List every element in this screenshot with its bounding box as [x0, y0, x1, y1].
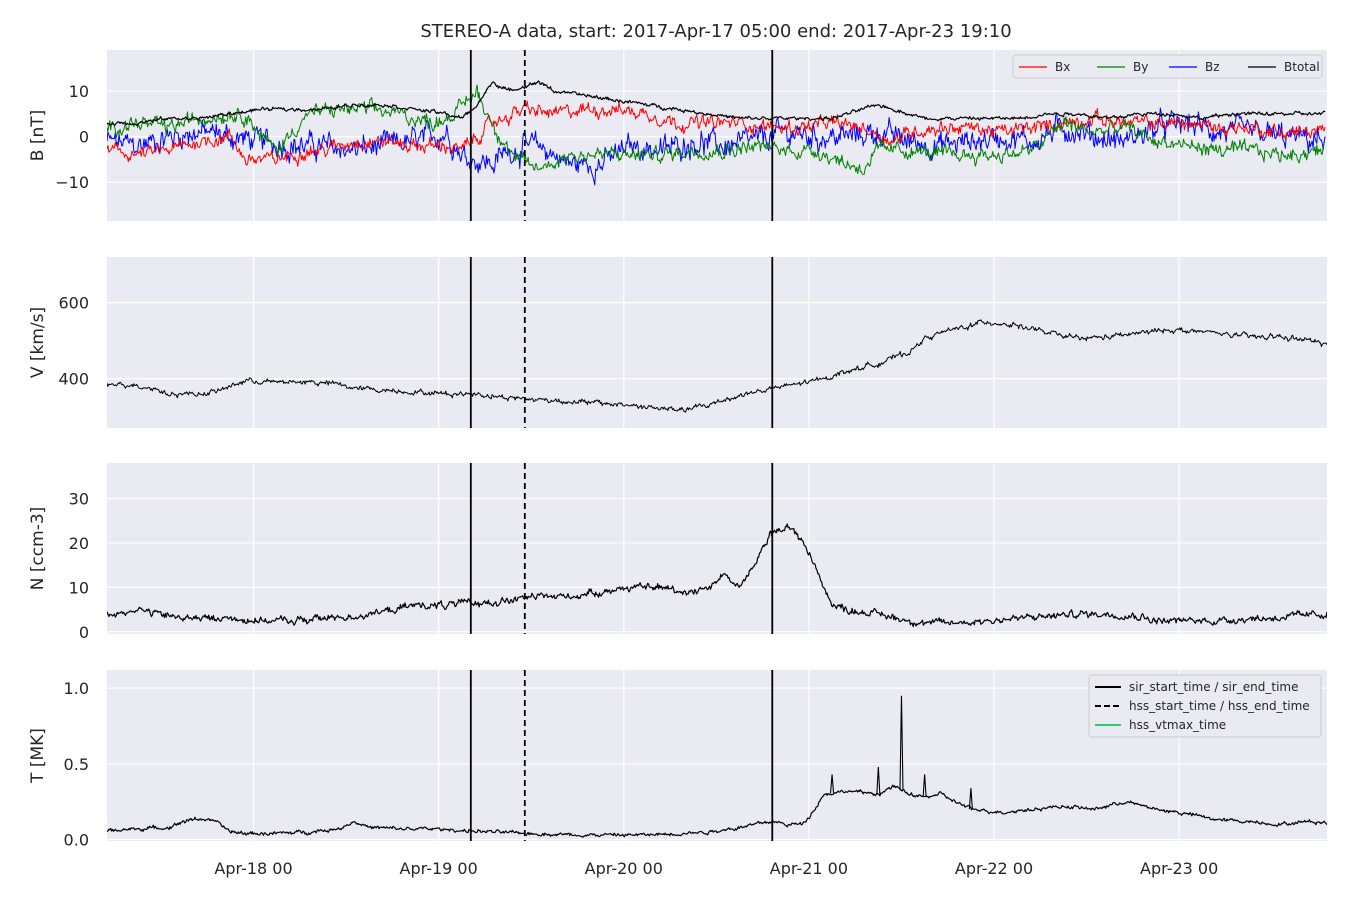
y-tick-label: 30 — [69, 490, 89, 509]
legend-label: Bx — [1055, 60, 1070, 74]
panel-v: 400 600 V [km/s] — [28, 257, 1327, 428]
legend-label: Bz — [1205, 60, 1220, 74]
spike-mark — [876, 766, 881, 795]
series-n — [107, 523, 1327, 628]
series-bz — [107, 107, 1326, 186]
panel-background — [107, 257, 1327, 428]
x-axis-ticks: Apr-18 00 Apr-19 00 Apr-20 00 Apr-21 00 Apr-… — [214, 859, 1218, 878]
y-axis-label: N [ccm-3] — [28, 507, 48, 591]
y-tick-label: 1.0 — [64, 679, 89, 698]
legend-label: By — [1133, 60, 1148, 74]
x-tick-label: Apr-22 00 — [955, 859, 1033, 878]
y-tick-label: 600 — [58, 294, 89, 313]
x-tick-label: Apr-19 00 — [400, 859, 478, 878]
legend-label: hss_start_time / hss_end_time — [1129, 699, 1310, 713]
spike-mark — [922, 774, 927, 798]
y-tick-label: 0.5 — [64, 755, 89, 774]
chart-title: STEREO-A data, start: 2017-Apr-17 05:00 … — [420, 21, 1011, 42]
legend-label: hss_vtmax_time — [1129, 718, 1226, 732]
spike-mark — [899, 695, 904, 791]
x-tick-label: Apr-23 00 — [1140, 859, 1218, 878]
panel-n: 0 10 20 30 N [ccm-3] — [28, 463, 1327, 642]
y-tick-label: 10 — [69, 578, 89, 597]
y-axis-label: V [km/s] — [28, 307, 48, 378]
spike-mark — [1340, 799, 1343, 825]
x-tick-label: Apr-20 00 — [585, 859, 663, 878]
series-group — [107, 80, 1326, 186]
y-tick-label: 20 — [69, 534, 89, 553]
panels: −10 0 10 B [nT] Bx By Bz Btotal 400 600 V [km/s] 0 1… — [28, 50, 1343, 849]
series-group — [107, 695, 1343, 838]
series-group — [107, 319, 1327, 413]
series-t — [107, 784, 1327, 838]
panel-b: −10 0 10 B [nT] Bx By Bz Btotal — [28, 50, 1327, 221]
y-tick-label: 0 — [79, 128, 89, 147]
legend-label: Btotal — [1284, 60, 1320, 74]
spike-mark — [830, 774, 835, 794]
series-bx — [107, 100, 1326, 167]
x-tick-label: Apr-18 00 — [214, 859, 292, 878]
legend-b: Bx By Bz Btotal — [1012, 54, 1323, 79]
series-btotal — [107, 80, 1326, 126]
y-axis-label: T [MK] — [28, 728, 48, 784]
panel-background — [107, 463, 1327, 634]
panel-t: 0.0 0.5 1.0 T [MK] sir_start_time / sir_end_… — [28, 670, 1343, 849]
y-tick-label: −10 — [55, 173, 89, 192]
x-tick-label: Apr-21 00 — [770, 859, 848, 878]
y-tick-label: 0 — [79, 623, 89, 642]
legend-events: sir_start_time / sir_end_time hss_start_t… — [1088, 674, 1322, 738]
series-group — [107, 523, 1327, 628]
series-v — [107, 319, 1327, 413]
y-tick-label: 0.0 — [64, 830, 89, 849]
y-axis-label: B [nT] — [28, 110, 48, 162]
y-tick-label: 10 — [69, 82, 89, 101]
spike-mark — [968, 787, 973, 810]
legend-label: sir_start_time / sir_end_time — [1129, 680, 1299, 694]
y-tick-label: 400 — [58, 370, 89, 389]
